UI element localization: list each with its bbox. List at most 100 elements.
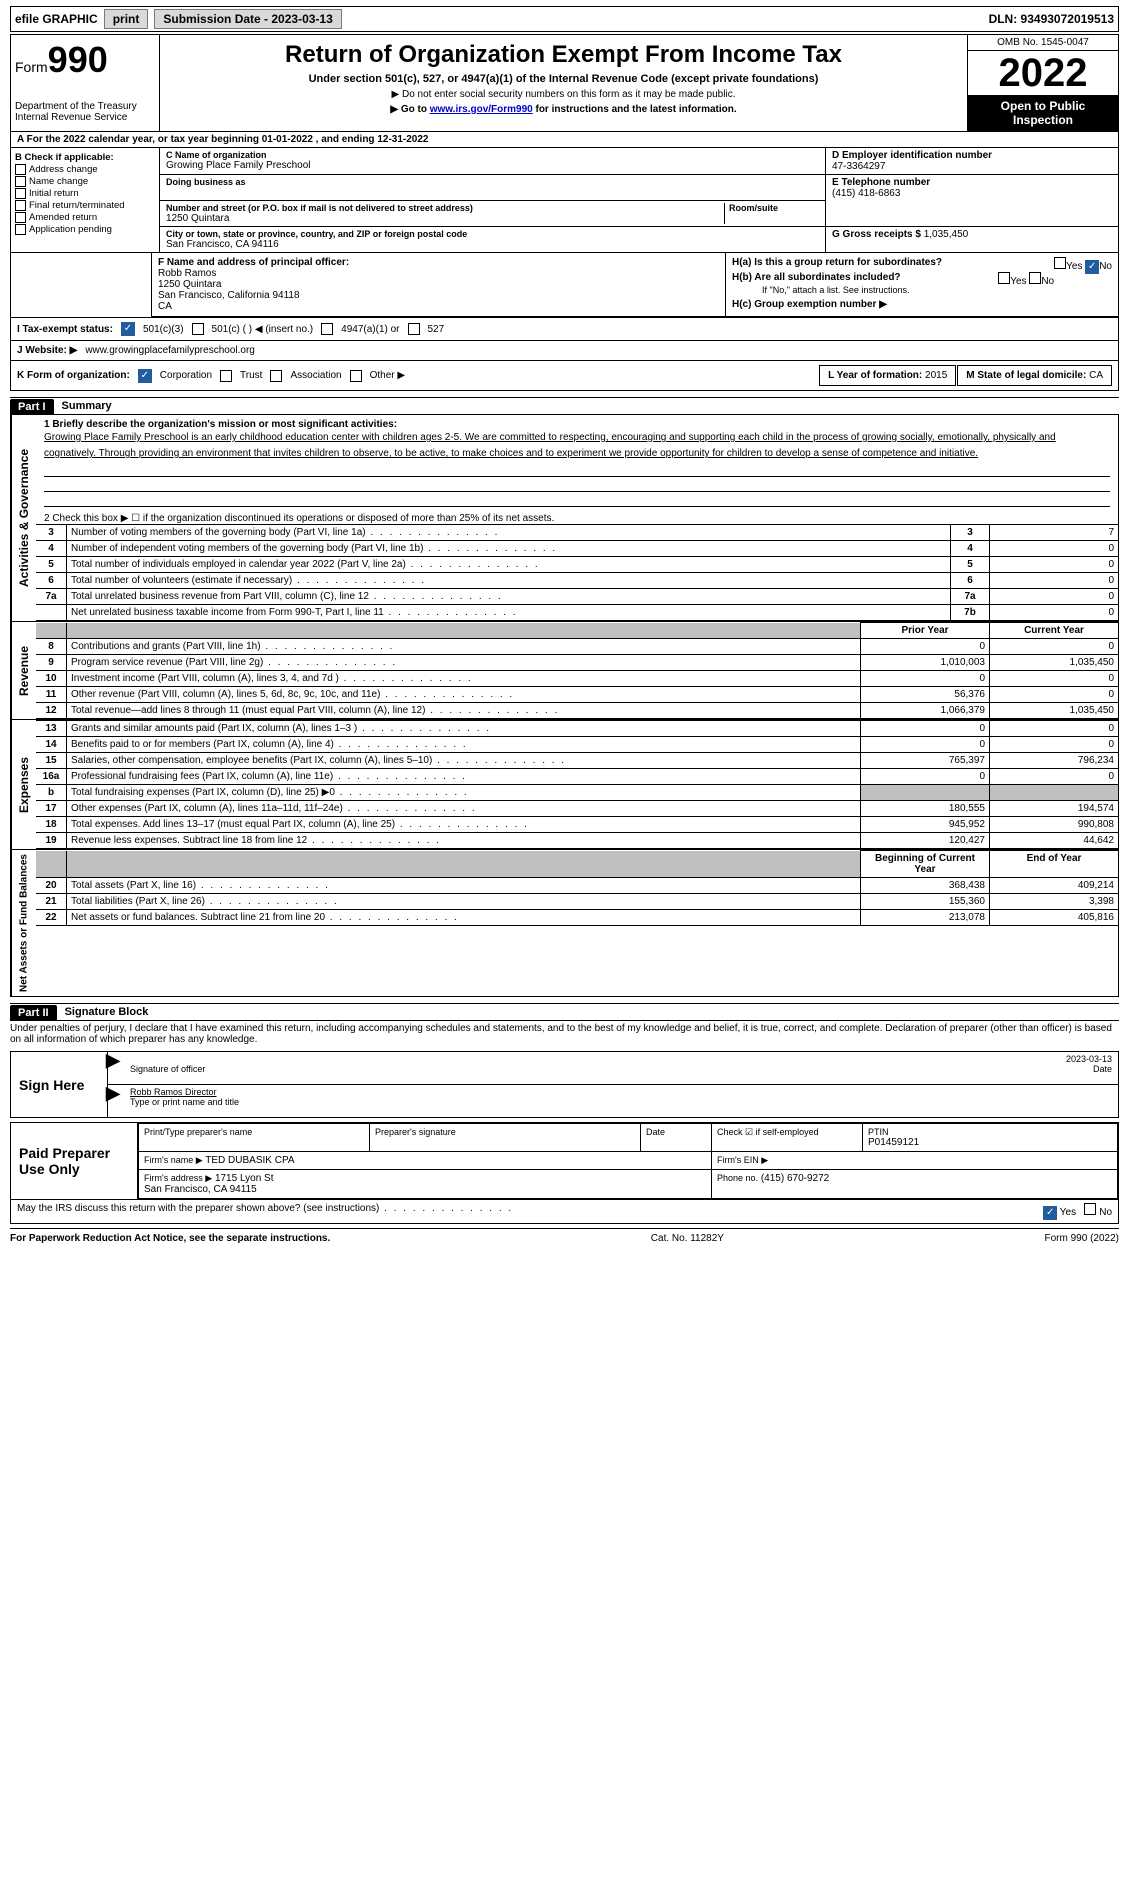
- telephone: (415) 418-6863: [832, 188, 1112, 199]
- sig-officer-lbl: Signature of officer: [130, 1064, 205, 1074]
- opt-501c3: 501(c)(3): [143, 324, 184, 335]
- table-row: 20 Total assets (Part X, line 16)368,438…: [36, 878, 1118, 894]
- table-row: 9 Program service revenue (Part VIII, li…: [36, 655, 1118, 671]
- j-lbl: J Website: ▶: [17, 345, 77, 356]
- table-row: 21 Total liabilities (Part X, line 26)15…: [36, 894, 1118, 910]
- ha-yes[interactable]: [1054, 257, 1066, 269]
- form-prefix: Form: [15, 59, 48, 75]
- chk-application-pending[interactable]: Application pending: [15, 224, 155, 235]
- open-inspection: Open to Public Inspection: [968, 95, 1118, 131]
- chk-name-change[interactable]: Name change: [15, 176, 155, 187]
- print-button[interactable]: print: [104, 9, 149, 29]
- chk-527[interactable]: [408, 323, 420, 335]
- street-address: 1250 Quintara: [166, 213, 724, 224]
- prep-name-lbl: Print/Type preparer's name: [144, 1127, 252, 1137]
- prep-date-lbl: Date: [646, 1127, 665, 1137]
- ssn-note: ▶ Do not enter social security numbers o…: [166, 89, 961, 100]
- topbar: efile GRAPHIC print Submission Date - 20…: [10, 6, 1119, 32]
- table-row: 11 Other revenue (Part VIII, column (A),…: [36, 687, 1118, 703]
- table-row: 5 Total number of individuals employed i…: [36, 557, 1118, 573]
- omb-number: OMB No. 1545-0047: [968, 35, 1118, 51]
- part-i-title: Summary: [54, 398, 1119, 415]
- line-a: A For the 2022 calendar year, or tax yea…: [10, 132, 1119, 148]
- tax-year: 2022: [968, 51, 1118, 95]
- signature-block: Sign Here ▶ 2023-03-13 Signature of offi…: [10, 1051, 1119, 1118]
- irs-link[interactable]: www.irs.gov/Form990: [430, 104, 533, 115]
- check-self-lbl: Check ☑ if self-employed: [717, 1127, 819, 1137]
- line-j: J Website: ▶ www.growingplacefamilypresc…: [10, 341, 1119, 361]
- officer-addr3: CA: [158, 301, 719, 312]
- state-domicile: CA: [1089, 370, 1103, 381]
- phone: (415) 670-9272: [761, 1173, 829, 1184]
- g-lbl: G Gross receipts $: [832, 229, 921, 240]
- chk-amended-return[interactable]: Amended return: [15, 212, 155, 223]
- table-row: 6 Total number of volunteers (estimate i…: [36, 573, 1118, 589]
- form-title: Return of Organization Exempt From Incom…: [166, 41, 961, 69]
- cat-no: Cat. No. 11282Y: [651, 1233, 724, 1244]
- firm-addr-lbl: Firm's address ▶: [144, 1173, 212, 1183]
- discuss-yes[interactable]: ✓: [1043, 1206, 1057, 1220]
- mission-lbl: 1 Briefly describe the organization's mi…: [44, 419, 1110, 430]
- chk-address-change[interactable]: Address change: [15, 164, 155, 175]
- form-header: Form990 Department of the Treasury Inter…: [10, 34, 1119, 132]
- paid-preparer-label: Paid Preparer Use Only: [11, 1123, 138, 1199]
- opt-527: 527: [428, 324, 445, 335]
- table-expenses: 13 Grants and similar amounts paid (Part…: [36, 720, 1118, 849]
- table-governance: 3 Number of voting members of the govern…: [36, 524, 1118, 621]
- d-lbl: D Employer identification number: [832, 150, 1112, 161]
- dln-label: DLN: 93493072019513: [989, 12, 1114, 26]
- opt-assoc: Association: [290, 370, 341, 381]
- addr-lbl: Number and street (or P.O. box if mail i…: [166, 203, 724, 213]
- hb-yes[interactable]: [998, 272, 1010, 284]
- m-lbl: M State of legal domicile:: [966, 370, 1089, 381]
- b-label: B Check if applicable:: [15, 152, 155, 163]
- officer-addr2: San Francisco, California 94118: [158, 290, 719, 301]
- table-row: 3 Number of voting members of the govern…: [36, 525, 1118, 541]
- may-irs-discuss: May the IRS discuss this return with the…: [17, 1203, 513, 1220]
- vert-revenue: Revenue: [11, 622, 36, 719]
- chk-other[interactable]: [350, 370, 362, 382]
- sign-here-label: Sign Here: [11, 1052, 108, 1117]
- table-row: 14 Benefits paid to or for members (Part…: [36, 737, 1118, 753]
- c-name-lbl: C Name of organization: [166, 150, 819, 160]
- part-i-hdr: Part I: [10, 399, 54, 415]
- hc-lbl: H(c) Group exemption number ▶: [732, 299, 1112, 310]
- opt-corp: Corporation: [160, 370, 212, 381]
- dept-label: Department of the Treasury Internal Reve…: [15, 101, 155, 123]
- table-revenue: Prior Year Current Year8 Contributions a…: [36, 622, 1118, 719]
- year-formation: 2015: [925, 370, 947, 381]
- perjury-declaration: Under penalties of perjury, I declare th…: [10, 1021, 1119, 1047]
- f-lbl: F Name and address of principal officer:: [158, 257, 719, 268]
- ptin-lbl: PTIN: [868, 1127, 1112, 1137]
- chk-initial-return[interactable]: Initial return: [15, 188, 155, 199]
- chk-assoc[interactable]: [270, 370, 282, 382]
- table-row: Net unrelated business taxable income fr…: [36, 605, 1118, 621]
- mission-text: Growing Place Family Preschool is an ear…: [44, 430, 1110, 462]
- hb-no[interactable]: [1029, 272, 1041, 284]
- chk-final-return[interactable]: Final return/terminated: [15, 200, 155, 211]
- e-lbl: E Telephone number: [832, 177, 1112, 188]
- discuss-no[interactable]: [1084, 1203, 1096, 1215]
- paperwork-notice: For Paperwork Reduction Act Notice, see …: [10, 1233, 330, 1244]
- chk-501c[interactable]: [192, 323, 204, 335]
- ha-no[interactable]: ✓: [1085, 260, 1099, 274]
- block-b: B Check if applicable: Address change Na…: [10, 148, 160, 253]
- page-footer: For Paperwork Reduction Act Notice, see …: [10, 1228, 1119, 1244]
- officer-name: Robb Ramos: [158, 268, 719, 279]
- firm-name: TED DUBASIK CPA: [205, 1155, 294, 1166]
- ein: 47-3364297: [832, 161, 1112, 172]
- form-subtitle: Under section 501(c), 527, or 4947(a)(1)…: [166, 73, 961, 85]
- form-ref: Form 990 (2022): [1045, 1233, 1119, 1244]
- org-name: Growing Place Family Preschool: [166, 160, 819, 171]
- vert-expenses: Expenses: [11, 720, 36, 849]
- chk-4947[interactable]: [321, 323, 333, 335]
- table-row: 19 Revenue less expenses. Subtract line …: [36, 833, 1118, 849]
- chk-corp[interactable]: ✓: [138, 369, 152, 383]
- chk-501c3[interactable]: ✓: [121, 322, 135, 336]
- chk-trust[interactable]: [220, 370, 232, 382]
- line-k: K Form of organization: ✓Corporation Tru…: [10, 361, 1119, 391]
- opt-4947: 4947(a)(1) or: [341, 324, 399, 335]
- gross-receipts: 1,035,450: [924, 229, 969, 240]
- submission-date-button[interactable]: Submission Date - 2023-03-13: [154, 9, 341, 29]
- table-row: 17 Other expenses (Part IX, column (A), …: [36, 801, 1118, 817]
